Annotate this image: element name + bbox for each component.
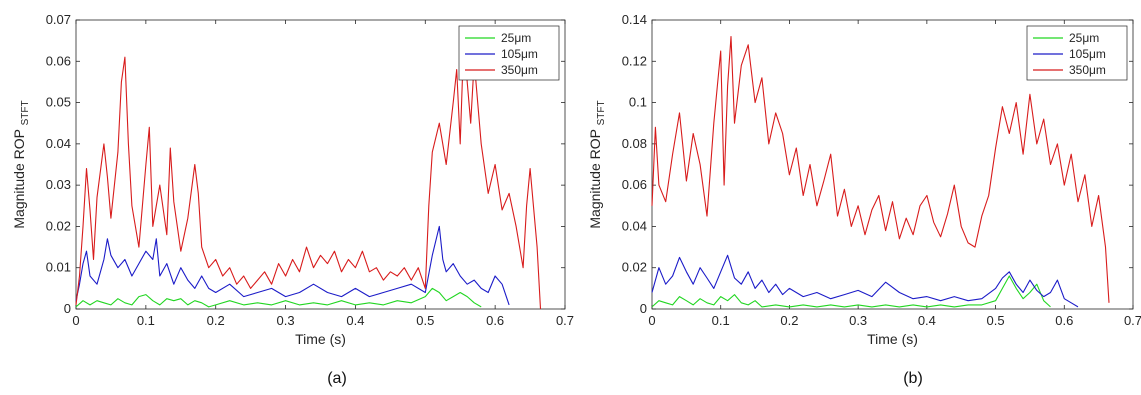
x-tick-label: 0.2 <box>780 313 798 328</box>
legend-box <box>458 25 560 81</box>
y-tick-label: 0 <box>640 301 647 316</box>
y-axis-label: Magnitude ROP STFT <box>11 100 31 228</box>
x-tick-label: 0.2 <box>207 313 225 328</box>
y-axis-label-main: Magnitude ROP <box>11 125 27 228</box>
y-tick-label: 0.04 <box>46 136 71 151</box>
series-line-1 <box>651 254 1079 308</box>
x-tick-label: 0 <box>648 313 655 328</box>
y-tick-label: 0.04 <box>622 218 647 233</box>
x-tick-label: 0.6 <box>1055 313 1073 328</box>
x-tick-label: 0.6 <box>486 313 504 328</box>
x-axis-label: Time (s) <box>295 331 346 347</box>
y-axis-label-subscript: STFT <box>596 100 607 125</box>
y-tick-label: 0 <box>64 301 71 316</box>
panel-label: (b) <box>903 370 923 387</box>
panel-label: (a) <box>327 370 347 387</box>
legend-entry-label: 25μm <box>1069 31 1099 45</box>
y-axis-label: Magnitude ROP STFT <box>587 100 607 228</box>
series-line-2 <box>651 35 1110 303</box>
series-line-0 <box>75 287 482 308</box>
x-tick-label: 0.5 <box>416 313 434 328</box>
x-tick-label: 0.7 <box>1124 313 1141 328</box>
y-tick-label: 0.02 <box>46 218 71 233</box>
y-tick-label: 0.02 <box>622 260 647 275</box>
x-tick-label: 0.3 <box>277 313 295 328</box>
y-tick-label: 0.08 <box>622 136 647 151</box>
y-tick-label: 0.12 <box>622 53 647 68</box>
y-tick-label: 0.05 <box>46 95 71 110</box>
y-tick-label: 0.1 <box>629 95 647 110</box>
x-tick-label: 0.7 <box>556 313 574 328</box>
x-axis-label: Time (s) <box>867 331 918 347</box>
legend: 25μm 105μm 350μm <box>458 25 560 81</box>
chart-panel-a: 0 0.1 0.2 0.3 0.4 0.5 0.6 0.7 0 0.01 0.02 0.03 0.04 0… <box>11 12 574 387</box>
legend-entry-label: 105μm <box>501 47 538 61</box>
legend-entry-label: 105μm <box>1069 47 1106 61</box>
y-tick-label: 0.01 <box>46 260 71 275</box>
x-tick-label: 0 <box>72 313 79 328</box>
legend: 25μm 105μm 350μm <box>1026 25 1128 81</box>
y-tick-label: 0.03 <box>46 177 71 192</box>
y-tick-label: 0.06 <box>46 53 71 68</box>
legend-box <box>1026 25 1128 81</box>
y-tick-label: 0.07 <box>46 12 71 27</box>
x-tick-label: 0.4 <box>918 313 936 328</box>
y-axis-label-subscript: STFT <box>20 100 31 125</box>
x-tick-label: 0.3 <box>849 313 867 328</box>
series-line-0 <box>651 275 1051 308</box>
x-tick-label: 0.5 <box>987 313 1005 328</box>
y-tick-label: 0.06 <box>622 177 647 192</box>
x-tick-label: 0.1 <box>137 313 155 328</box>
legend-entry-label: 350μm <box>1069 63 1106 77</box>
y-tick-label: 0.14 <box>622 12 647 27</box>
y-axis-label-main: Magnitude ROP <box>587 125 603 228</box>
x-tick-label: 0.4 <box>346 313 364 328</box>
x-tick-label: 0.1 <box>712 313 730 328</box>
legend-entry-label: 350μm <box>501 63 538 77</box>
legend-entry-label: 25μm <box>501 31 531 45</box>
series-line-1 <box>75 225 510 306</box>
chart-panel-b: 0 0.1 0.2 0.3 0.4 0.5 0.6 0.7 0 0.02 0.04 0.06 0.08 0… <box>587 12 1141 387</box>
